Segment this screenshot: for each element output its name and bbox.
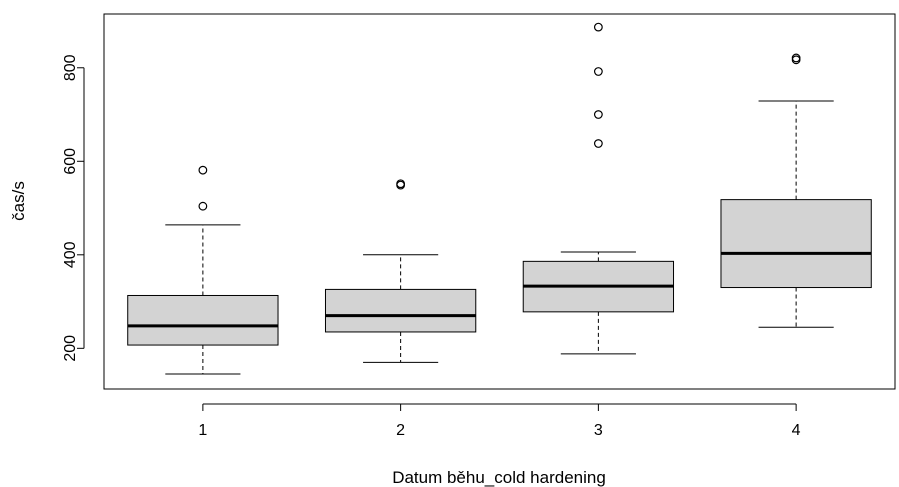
y-tick-label-400: 400 [62, 241, 79, 268]
outlier-1-0 [198, 201, 208, 211]
x-tick-label-2: 2 [396, 422, 405, 439]
outlier-4-1 [791, 53, 801, 63]
x-axis: 1 2 3 4 [198, 403, 801, 439]
outlier-2-1 [396, 179, 406, 189]
outlier-3-2 [593, 67, 603, 76]
box-group-3 [522, 22, 675, 355]
outlier-3-0 [593, 139, 603, 148]
x-tick-label-1: 1 [198, 422, 207, 439]
outlier-1-1 [198, 165, 208, 175]
boxes-group [127, 22, 872, 375]
outlier-3-3 [593, 22, 603, 32]
box-1 [127, 294, 279, 346]
y-tick-label-600: 600 [62, 148, 79, 175]
box-4 [720, 199, 872, 289]
y-axis: 200 400 600 800 [62, 54, 85, 362]
x-axis-label: Datum běhu_cold hardening [392, 468, 606, 487]
box-group-4 [720, 53, 872, 328]
x-tick-label-3: 3 [594, 422, 603, 439]
x-tick-label-4: 4 [792, 422, 801, 439]
plot-frame [103, 13, 896, 390]
box-2 [324, 288, 477, 333]
y-axis-label: čas/s [9, 181, 28, 221]
y-tick-label-800: 800 [62, 54, 79, 81]
outlier-3-1 [593, 110, 603, 119]
box-group-1 [127, 165, 279, 375]
y-tick-label-200: 200 [62, 335, 79, 362]
box-group-2 [324, 179, 477, 363]
